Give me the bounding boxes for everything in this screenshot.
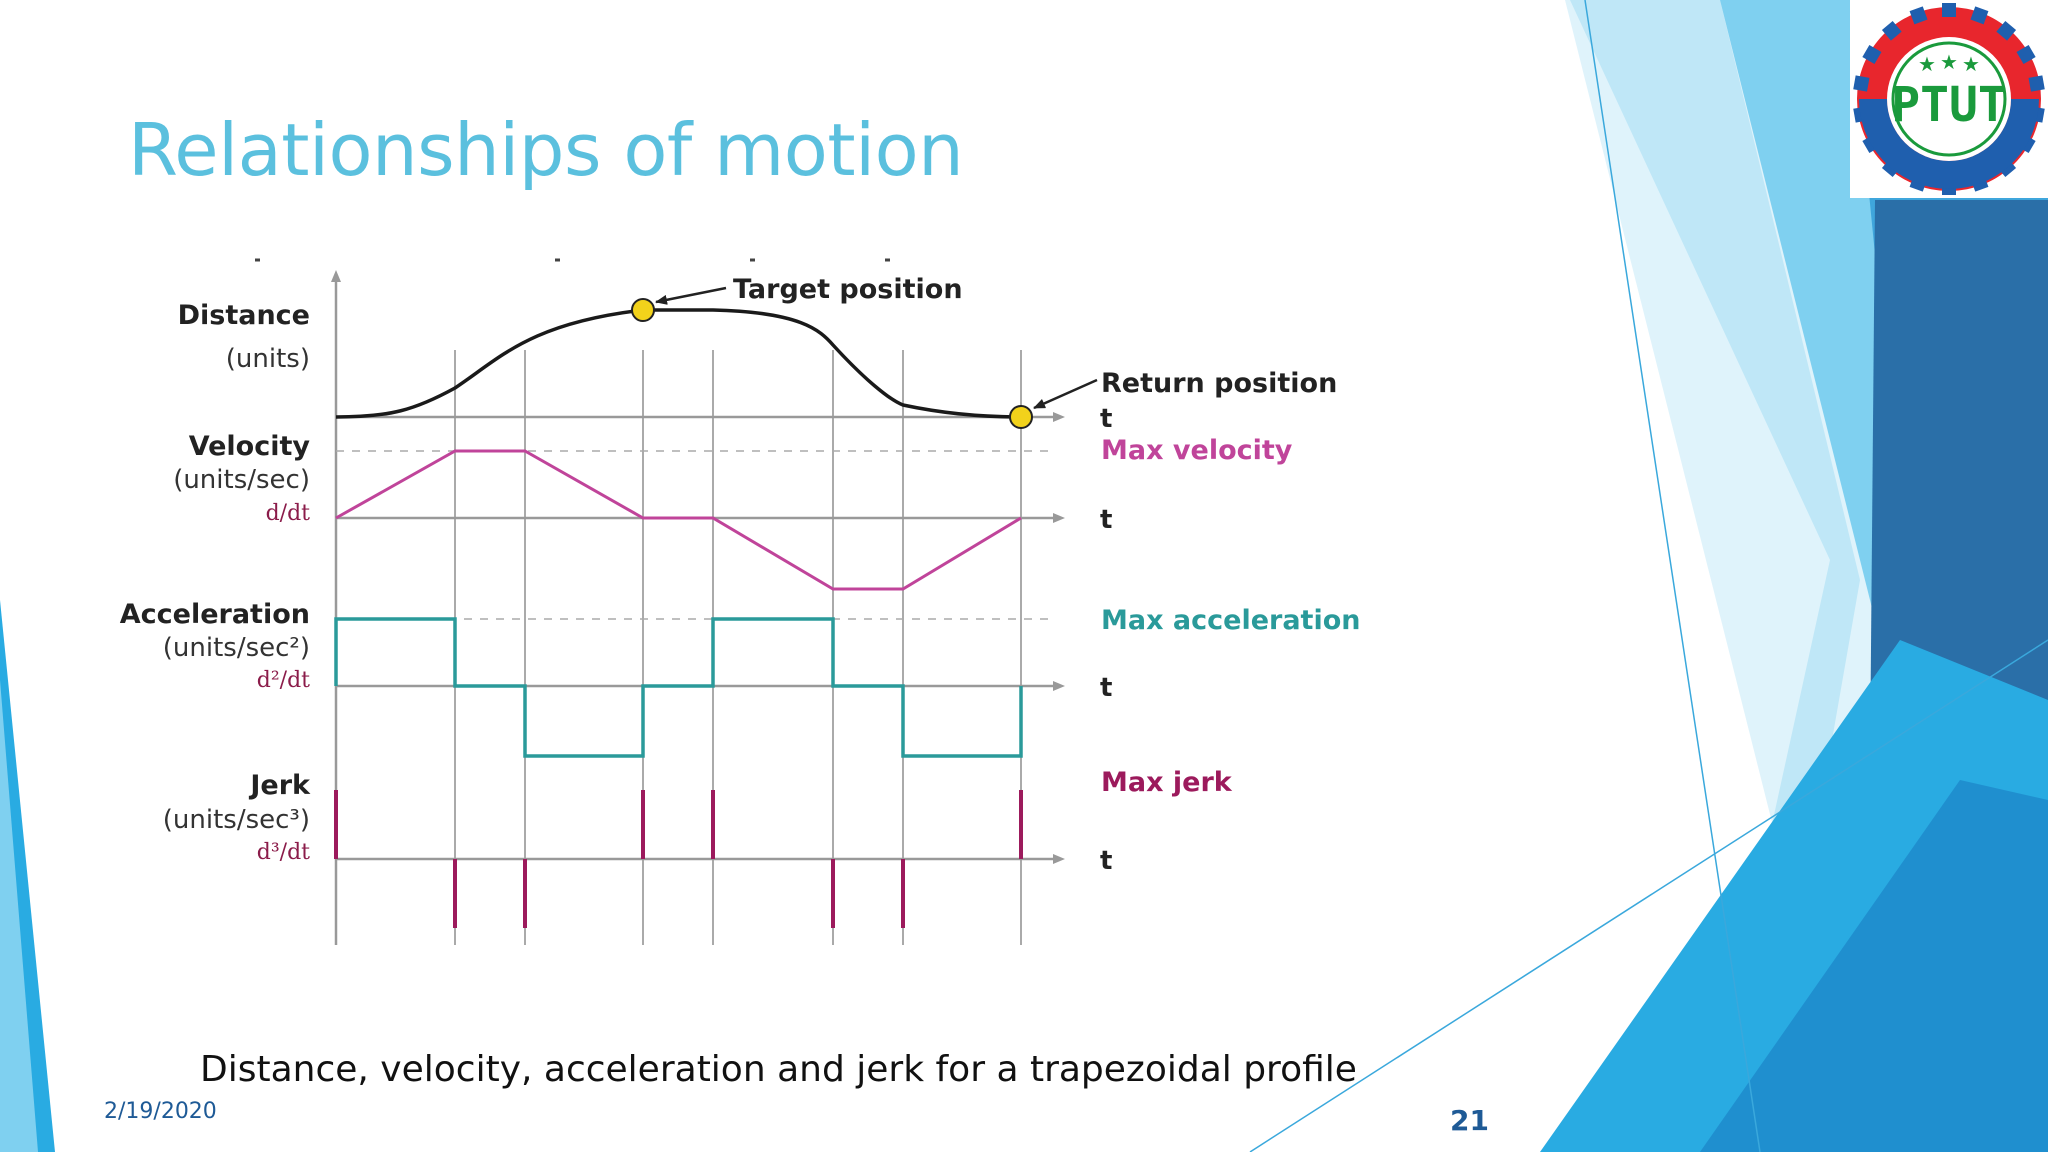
acceleration-derivative: d²/dt bbox=[257, 668, 310, 693]
jerk-unit: (units/sec³) bbox=[163, 805, 310, 835]
max-jerk-label: Max jerk bbox=[1101, 767, 1233, 798]
velocity-unit: (units/sec) bbox=[173, 465, 310, 495]
target-position-label: Target position bbox=[733, 274, 963, 305]
jerk-impulses bbox=[334, 790, 1023, 928]
motion-profile-diagram: Distance (units) Velocity (units/sec) d/… bbox=[120, 258, 1360, 945]
slide-page-number: 21 bbox=[1450, 1104, 1489, 1137]
t-label-jerk: t bbox=[1100, 846, 1112, 876]
velocity-curve bbox=[335, 449, 1022, 591]
distance-unit: (units) bbox=[226, 344, 310, 374]
velocity-label: Velocity bbox=[189, 431, 311, 462]
return-position-label: Return position bbox=[1101, 368, 1337, 399]
t-label-acceleration: t bbox=[1100, 673, 1112, 703]
t-label-distance: t bbox=[1100, 404, 1112, 434]
university-logo: ★ ★ ★ PTUT bbox=[1850, 0, 2048, 198]
figure-caption: Distance, velocity, acceleration and jer… bbox=[200, 1049, 1357, 1090]
acceleration-curve bbox=[334, 617, 1023, 758]
target-position-arrow bbox=[655, 286, 727, 305]
svg-text:★: ★ bbox=[1940, 50, 1958, 74]
t-label-velocity: t bbox=[1100, 505, 1112, 535]
distance-label: Distance bbox=[178, 300, 310, 331]
max-dashed-lines bbox=[336, 450, 1050, 620]
acceleration-unit: (units/sec²) bbox=[163, 633, 310, 663]
max-acceleration-label: Max acceleration bbox=[1101, 605, 1360, 636]
slide-title: Relationships of motion bbox=[128, 108, 964, 192]
slide-date: 2/19/2020 bbox=[104, 1099, 217, 1124]
time-axes bbox=[336, 412, 1065, 864]
logo-text: PTUT bbox=[1891, 77, 2007, 133]
distance-curve bbox=[335, 308, 1022, 419]
return-position-point bbox=[1009, 405, 1033, 429]
velocity-derivative: d/dt bbox=[266, 501, 311, 526]
target-position-point bbox=[631, 298, 655, 322]
max-velocity-label: Max velocity bbox=[1101, 435, 1293, 466]
jerk-derivative: d³/dt bbox=[257, 840, 310, 865]
svg-text:★: ★ bbox=[1918, 52, 1936, 76]
return-position-arrow bbox=[1033, 378, 1098, 410]
time-gridlines bbox=[454, 350, 1022, 945]
acceleration-label: Acceleration bbox=[120, 599, 310, 630]
logo-gear-icon: ★ ★ ★ PTUT bbox=[1853, 3, 2045, 195]
svg-text:★: ★ bbox=[1962, 52, 1980, 76]
jerk-label: Jerk bbox=[248, 770, 311, 801]
